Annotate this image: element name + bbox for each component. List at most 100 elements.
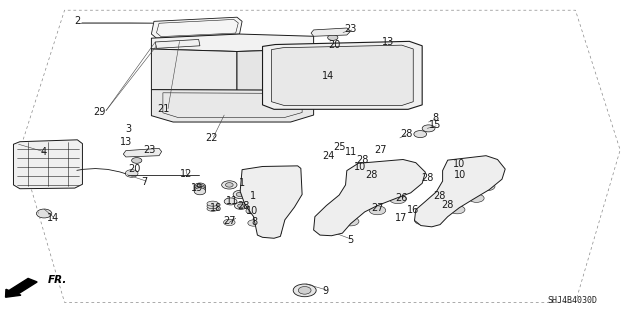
Ellipse shape bbox=[266, 228, 282, 236]
Ellipse shape bbox=[233, 190, 247, 198]
Ellipse shape bbox=[381, 50, 410, 67]
Ellipse shape bbox=[318, 83, 335, 93]
Polygon shape bbox=[152, 34, 314, 51]
Text: 14: 14 bbox=[321, 71, 334, 81]
Text: 16: 16 bbox=[406, 205, 419, 215]
Ellipse shape bbox=[422, 125, 435, 132]
Text: 20: 20 bbox=[328, 40, 341, 50]
Ellipse shape bbox=[225, 183, 233, 187]
Ellipse shape bbox=[223, 219, 235, 226]
Ellipse shape bbox=[237, 204, 244, 208]
Ellipse shape bbox=[63, 166, 81, 176]
Text: 13: 13 bbox=[120, 137, 132, 147]
Ellipse shape bbox=[246, 208, 256, 214]
Text: 28: 28 bbox=[442, 200, 454, 210]
Ellipse shape bbox=[346, 77, 365, 88]
Text: 8: 8 bbox=[432, 113, 438, 123]
Text: 1: 1 bbox=[239, 178, 245, 188]
Ellipse shape bbox=[429, 214, 444, 222]
Ellipse shape bbox=[264, 186, 284, 197]
Ellipse shape bbox=[387, 54, 404, 63]
Ellipse shape bbox=[236, 192, 244, 197]
Ellipse shape bbox=[290, 87, 318, 104]
Polygon shape bbox=[240, 166, 302, 238]
Ellipse shape bbox=[132, 158, 142, 163]
Polygon shape bbox=[415, 156, 505, 227]
Text: 18: 18 bbox=[210, 203, 222, 213]
Text: 14: 14 bbox=[47, 213, 59, 223]
Ellipse shape bbox=[453, 165, 468, 173]
Text: 22: 22 bbox=[205, 133, 218, 143]
Ellipse shape bbox=[363, 168, 380, 177]
Text: 23: 23 bbox=[344, 24, 357, 34]
Ellipse shape bbox=[415, 216, 430, 225]
Ellipse shape bbox=[450, 205, 465, 214]
Ellipse shape bbox=[324, 52, 348, 64]
Polygon shape bbox=[311, 28, 351, 36]
Ellipse shape bbox=[390, 195, 406, 204]
Text: 8: 8 bbox=[251, 217, 257, 227]
Text: 27: 27 bbox=[223, 216, 236, 226]
Ellipse shape bbox=[456, 170, 468, 177]
Text: 11: 11 bbox=[227, 196, 239, 206]
Ellipse shape bbox=[382, 175, 399, 184]
Text: 10: 10 bbox=[353, 162, 365, 172]
Ellipse shape bbox=[125, 170, 138, 177]
Text: 17: 17 bbox=[395, 213, 407, 223]
Ellipse shape bbox=[224, 198, 237, 205]
Text: 29: 29 bbox=[93, 107, 106, 117]
Text: 28: 28 bbox=[356, 155, 369, 165]
Text: 23: 23 bbox=[143, 145, 156, 155]
Text: SHJ4B4030D: SHJ4B4030D bbox=[547, 296, 597, 305]
Ellipse shape bbox=[293, 52, 315, 63]
Polygon shape bbox=[124, 148, 162, 157]
Ellipse shape bbox=[262, 173, 285, 186]
Ellipse shape bbox=[248, 220, 259, 226]
Ellipse shape bbox=[466, 179, 478, 186]
Text: 20: 20 bbox=[129, 164, 141, 174]
Text: 27: 27 bbox=[371, 203, 384, 213]
Ellipse shape bbox=[333, 91, 352, 101]
Ellipse shape bbox=[164, 56, 200, 80]
Ellipse shape bbox=[293, 284, 316, 297]
Text: FR.: FR. bbox=[47, 275, 67, 285]
Polygon shape bbox=[271, 45, 413, 106]
Ellipse shape bbox=[414, 130, 427, 137]
Ellipse shape bbox=[234, 202, 247, 209]
Ellipse shape bbox=[470, 172, 486, 180]
Ellipse shape bbox=[448, 161, 461, 168]
Polygon shape bbox=[156, 40, 200, 48]
Text: 28: 28 bbox=[421, 173, 433, 183]
Text: 1: 1 bbox=[250, 191, 256, 201]
Ellipse shape bbox=[207, 206, 218, 211]
Ellipse shape bbox=[36, 209, 52, 218]
Ellipse shape bbox=[63, 165, 76, 173]
Polygon shape bbox=[262, 41, 422, 109]
Ellipse shape bbox=[266, 200, 284, 211]
Text: 28: 28 bbox=[400, 129, 412, 139]
Text: 9: 9 bbox=[322, 286, 328, 296]
Text: 25: 25 bbox=[333, 142, 346, 152]
Ellipse shape bbox=[221, 181, 237, 189]
Ellipse shape bbox=[194, 183, 205, 190]
Text: 5: 5 bbox=[348, 234, 354, 245]
Ellipse shape bbox=[298, 286, 311, 294]
Polygon shape bbox=[152, 17, 242, 38]
Ellipse shape bbox=[293, 72, 315, 84]
Ellipse shape bbox=[396, 184, 413, 193]
Text: 10: 10 bbox=[454, 170, 467, 180]
Text: 28: 28 bbox=[433, 191, 445, 201]
Text: 2: 2 bbox=[74, 16, 81, 26]
Text: 7: 7 bbox=[141, 177, 147, 187]
Ellipse shape bbox=[296, 90, 312, 100]
Ellipse shape bbox=[369, 67, 405, 87]
Ellipse shape bbox=[318, 222, 335, 231]
Text: 15: 15 bbox=[429, 120, 441, 130]
Polygon shape bbox=[291, 67, 367, 78]
Ellipse shape bbox=[342, 217, 359, 226]
Ellipse shape bbox=[350, 48, 386, 67]
FancyArrow shape bbox=[6, 278, 37, 297]
Text: 28: 28 bbox=[365, 170, 377, 180]
Text: 10: 10 bbox=[452, 159, 465, 169]
Ellipse shape bbox=[207, 204, 218, 209]
